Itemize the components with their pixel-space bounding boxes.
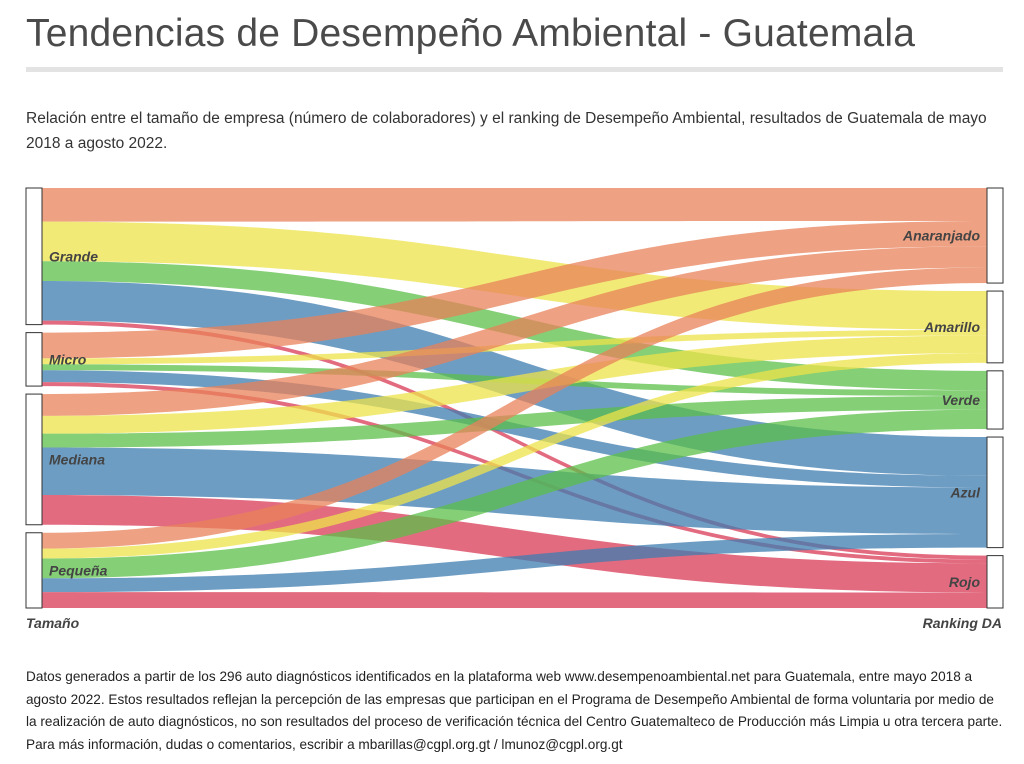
sankey-nodes [25,187,1004,609]
link-pequeña-azul[interactable] [42,534,987,593]
sankey-chart: Grande Micro Mediana Pequeña Anaranjado Amari… [25,187,1004,631]
node-anaranjado[interactable] [986,187,1004,284]
target-axis-label: Ranking DA [923,615,1002,631]
node-grande[interactable] [25,187,43,326]
link-pequeña-verde[interactable] [42,409,987,579]
node-rojo[interactable] [986,555,1004,609]
link-grande-rojo[interactable] [42,320,987,560]
sankey-labels: Grande Micro Mediana Pequeña Anaranjado Amari… [49,228,981,590]
link-mediana-verde[interactable] [42,396,987,448]
link-pequeña-rojo[interactable] [42,592,987,608]
link-mediana-amarillo[interactable] [42,335,987,434]
link-micro-azul[interactable] [42,370,987,488]
node-verde[interactable] [986,370,1004,430]
node-label-micro: Micro [49,351,87,367]
node-label-mediana: Mediana [49,451,105,467]
sankey-links [42,188,987,608]
link-micro-amarillo[interactable] [42,329,987,365]
node-azul[interactable] [986,436,1004,549]
node-label-verde: Verde [942,392,981,408]
node-label-amarillo: Amarillo [923,319,980,335]
footer-note: Datos generados a partir de los 296 auto… [26,669,1003,752]
node-amarillo[interactable] [986,290,1004,364]
node-pequeña[interactable] [25,532,43,609]
link-micro-anaranjado[interactable] [42,220,987,359]
title-divider [26,67,1003,72]
node-label-pequeña: Pequeña [49,562,108,578]
node-mediana[interactable] [25,393,43,526]
link-pequeña-amarillo[interactable] [42,353,987,559]
chart-subtitle: Relación entre el tamaño de empresa (núm… [26,110,987,152]
source-axis-label: Tamaño [26,615,80,631]
link-mediana-anaranjado[interactable] [42,246,987,416]
node-label-azul: Azul [949,484,981,500]
link-pequeña-anaranjado[interactable] [42,267,987,549]
node-label-anaranjado: Anaranjado [902,228,980,244]
node-label-grande: Grande [49,248,98,264]
page-title: Tendencias de Desempeño Ambiental - Guat… [26,12,916,55]
node-label-rojo: Rojo [949,574,981,590]
link-grande-anaranjado[interactable] [42,188,987,222]
node-micro[interactable] [25,332,43,387]
